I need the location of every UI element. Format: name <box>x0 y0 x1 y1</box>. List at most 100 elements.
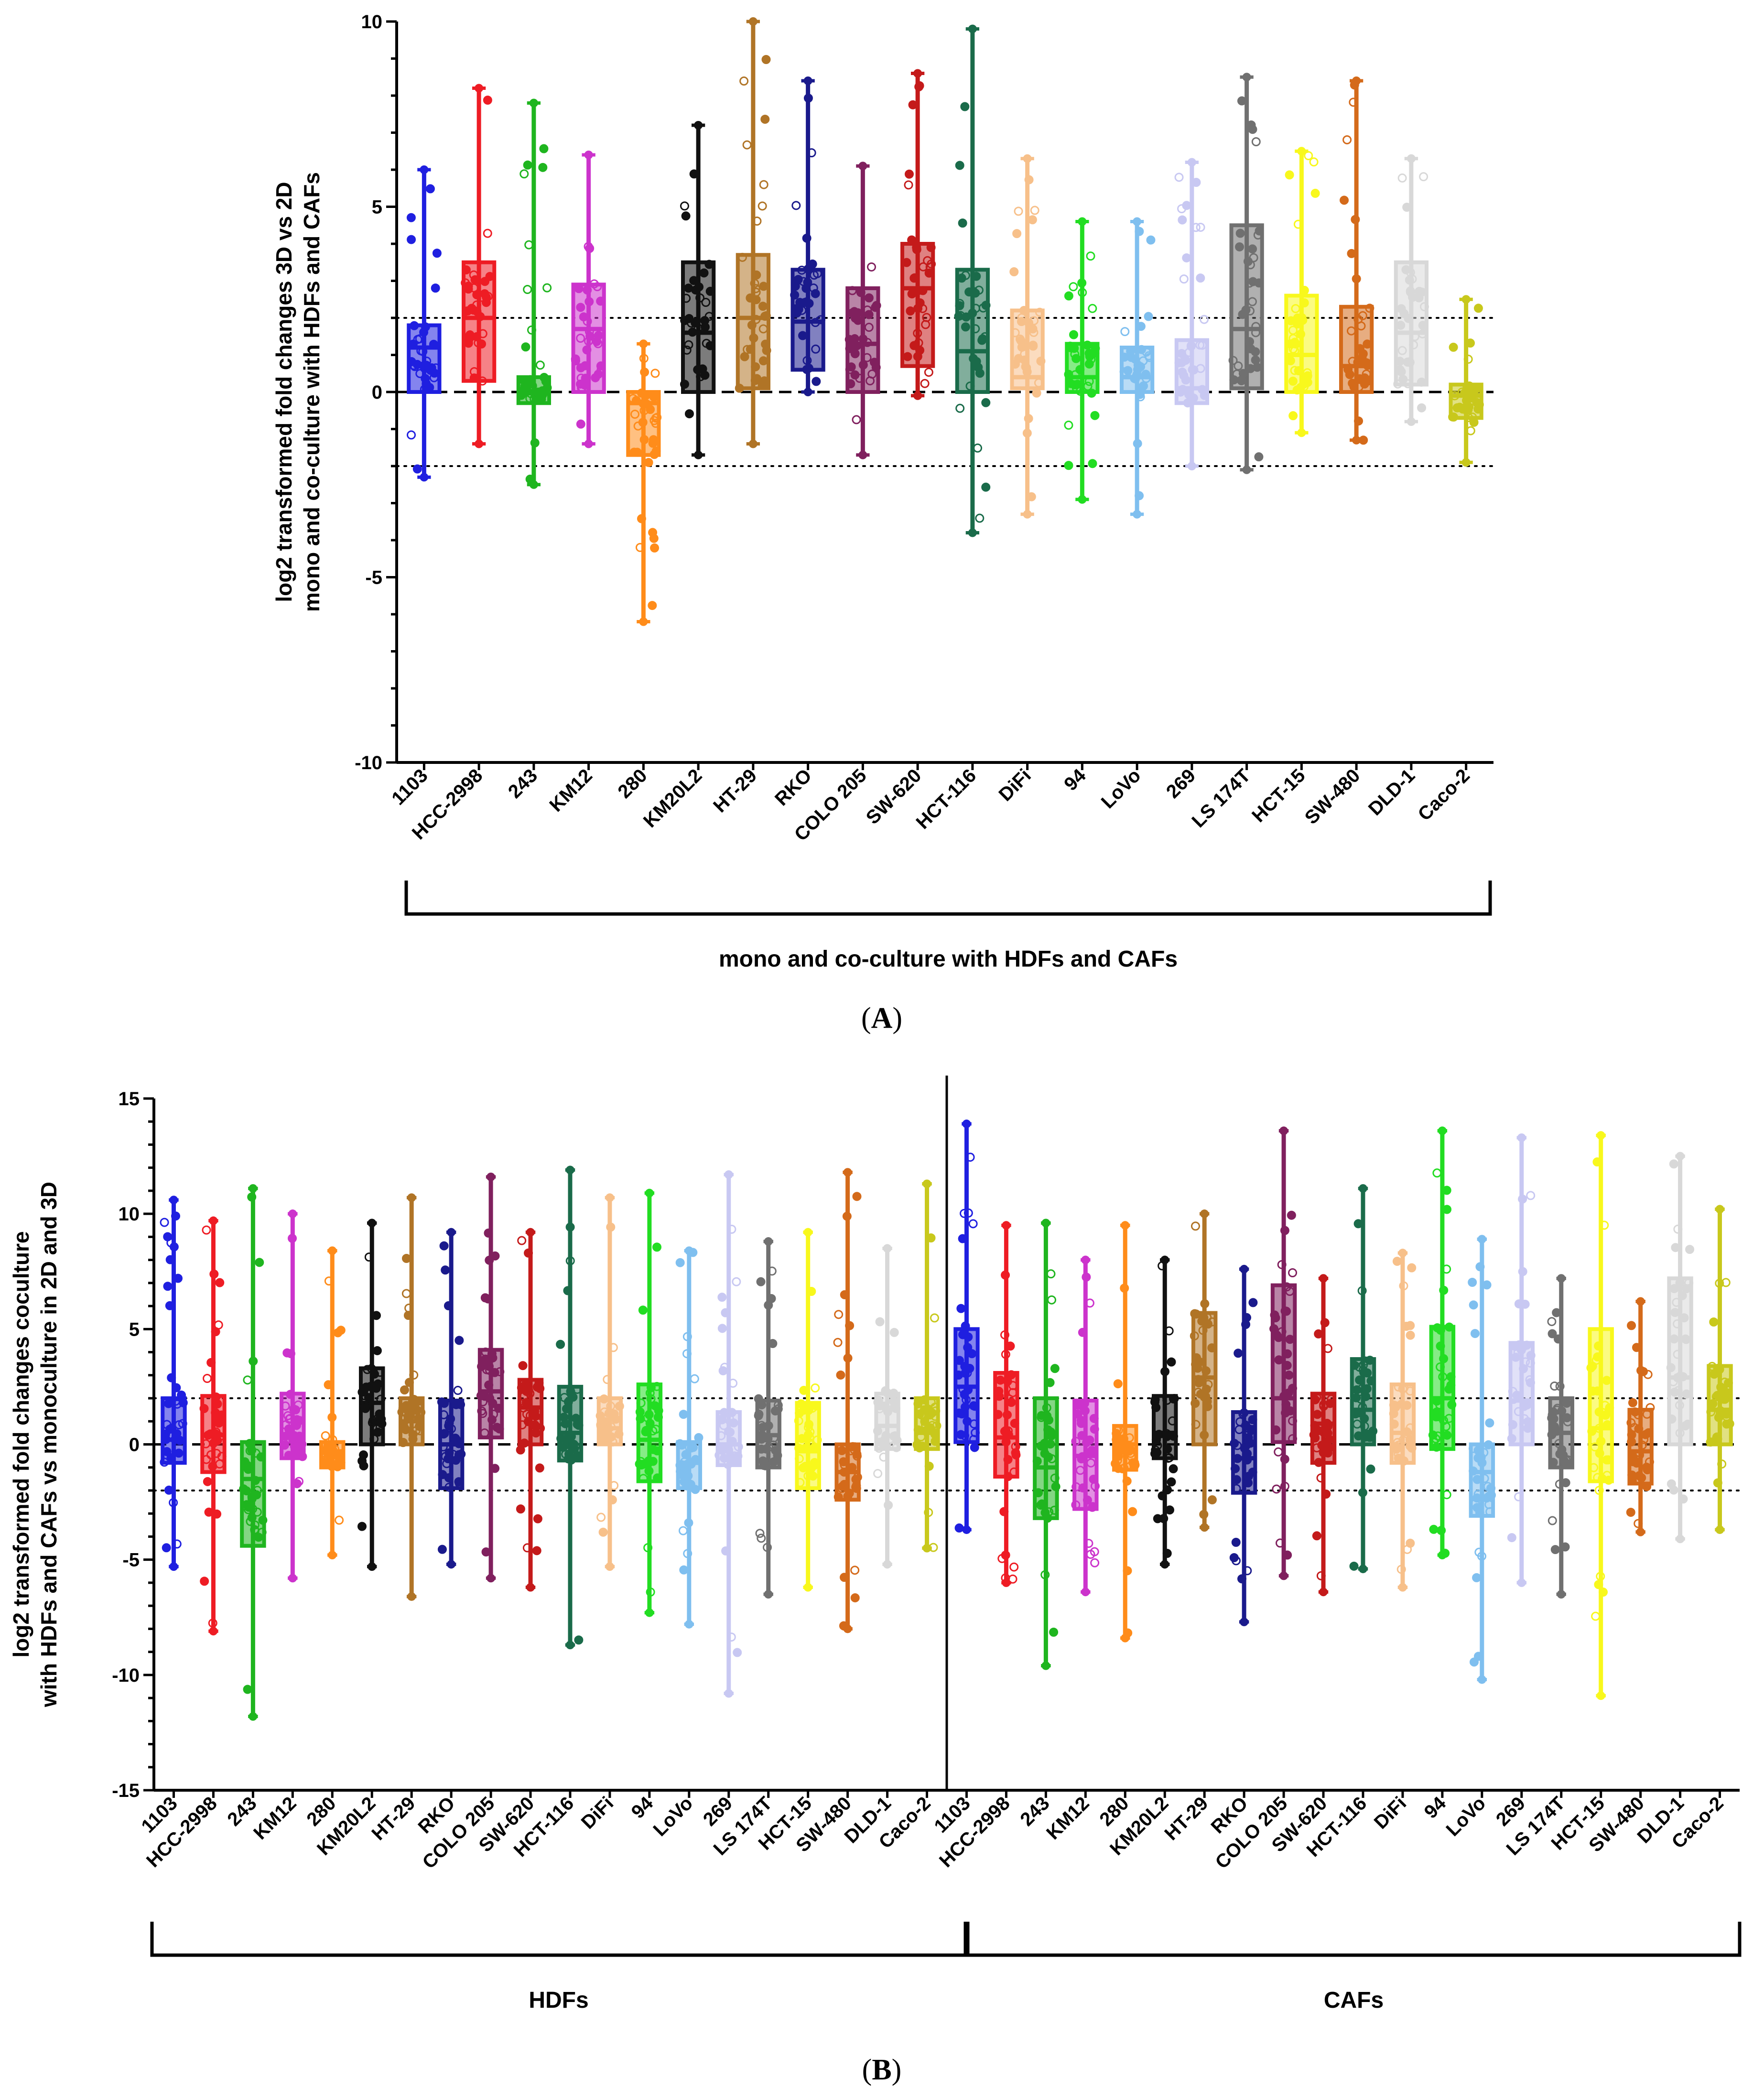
data-point <box>1274 1333 1283 1342</box>
data-point <box>1316 1571 1326 1580</box>
data-point <box>398 1438 408 1447</box>
data-point <box>1628 1457 1638 1467</box>
box-20 <box>912 1179 942 1553</box>
data-point <box>1669 1334 1679 1344</box>
category-label: 94 <box>628 1793 658 1823</box>
data-point <box>812 377 821 386</box>
data-point <box>1417 377 1426 387</box>
data-point <box>852 1192 862 1201</box>
data-point <box>1200 315 1209 324</box>
box-5 <box>319 1246 346 1560</box>
data-point <box>401 1401 411 1410</box>
data-point <box>1169 1394 1179 1404</box>
data-point <box>250 1525 260 1534</box>
box-29 <box>1269 1126 1298 1580</box>
data-point <box>442 1459 452 1469</box>
data-point <box>730 1451 739 1461</box>
data-point <box>1288 1416 1298 1425</box>
data-point <box>1600 1401 1610 1410</box>
data-point <box>1037 1413 1046 1422</box>
data-point <box>762 1543 772 1552</box>
data-point-max <box>1438 1126 1447 1135</box>
data-point <box>908 100 918 109</box>
data-point <box>836 1370 845 1380</box>
data-point <box>607 1495 617 1505</box>
data-point <box>1286 316 1296 326</box>
data-point <box>1077 278 1087 288</box>
data-point <box>1246 1438 1255 1448</box>
data-point <box>1519 1342 1528 1351</box>
data-point <box>169 1498 178 1507</box>
data-point <box>758 302 768 311</box>
data-point <box>1191 1420 1201 1429</box>
data-point <box>1181 375 1190 385</box>
category-label: KM20L2 <box>639 765 706 832</box>
data-point <box>840 1290 849 1299</box>
data-point <box>576 419 585 429</box>
data-point <box>162 1420 172 1429</box>
data-point <box>1009 1467 1019 1477</box>
data-point <box>530 438 540 447</box>
data-point <box>1036 357 1046 366</box>
data-point <box>606 1222 616 1232</box>
data-point <box>1708 1399 1718 1408</box>
data-point <box>1477 1551 1487 1561</box>
data-point <box>843 1491 853 1501</box>
data-point <box>678 1526 688 1535</box>
data-point <box>1353 358 1363 367</box>
box-15 <box>1174 158 1210 470</box>
data-point <box>1287 1210 1296 1220</box>
data-point <box>1168 1416 1177 1425</box>
data-point <box>1034 1488 1043 1498</box>
data-point <box>864 310 874 319</box>
data-point <box>1158 1491 1167 1501</box>
data-point <box>974 285 984 295</box>
data-point <box>1642 1482 1652 1491</box>
data-point <box>1245 364 1255 373</box>
data-point-min <box>1461 458 1471 467</box>
data-point <box>199 1404 209 1413</box>
data-point <box>968 1219 978 1229</box>
box-11 <box>954 24 991 537</box>
data-point <box>243 1465 253 1474</box>
category-label: SW-480 <box>1301 765 1364 828</box>
data-point <box>1351 215 1360 224</box>
data-point <box>1029 327 1039 337</box>
data-point <box>797 305 807 315</box>
data-point <box>1196 273 1205 283</box>
data-point <box>837 1446 847 1456</box>
data-point <box>1001 1437 1011 1447</box>
data-point <box>839 1467 849 1477</box>
data-point <box>1247 297 1257 306</box>
data-point-max <box>748 17 758 26</box>
box-9 <box>844 162 881 459</box>
data-point <box>682 294 691 303</box>
data-point <box>523 284 532 294</box>
data-point <box>1681 1335 1691 1344</box>
data-point <box>1082 1273 1091 1282</box>
data-point <box>850 1593 860 1602</box>
data-point <box>879 1452 888 1462</box>
data-point <box>759 282 768 291</box>
box-2 <box>461 84 497 448</box>
box-28 <box>1229 1264 1258 1626</box>
data-point <box>167 1373 176 1382</box>
data-point <box>1051 1482 1061 1491</box>
data-point <box>1469 417 1479 427</box>
data-point-max <box>1081 1255 1090 1264</box>
data-point <box>1469 1300 1478 1310</box>
data-point <box>1077 1454 1086 1464</box>
data-point <box>1159 1514 1169 1523</box>
category-label: Caco-2 <box>1414 765 1474 825</box>
data-point <box>406 213 416 222</box>
data-point <box>851 1475 861 1484</box>
data-point <box>1637 1440 1647 1450</box>
data-point <box>643 1543 653 1553</box>
data-point <box>1044 1452 1053 1462</box>
category-label: DLD-1 <box>1364 765 1419 819</box>
data-point <box>734 1442 743 1452</box>
data-point <box>1340 196 1349 205</box>
data-point <box>162 1447 172 1457</box>
data-point <box>1442 1490 1451 1500</box>
data-point <box>1316 1473 1326 1483</box>
